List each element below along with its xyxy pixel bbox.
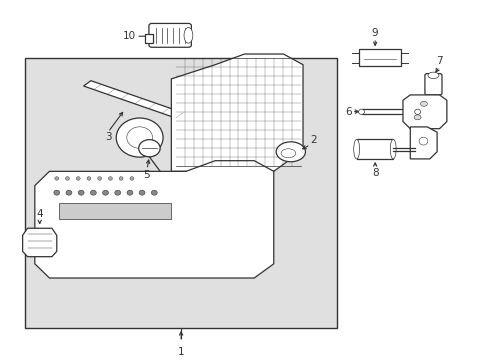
Polygon shape bbox=[171, 54, 303, 171]
Ellipse shape bbox=[427, 72, 438, 78]
Ellipse shape bbox=[151, 190, 157, 195]
Ellipse shape bbox=[418, 137, 427, 145]
Bar bbox=[59, 203, 171, 219]
Ellipse shape bbox=[115, 190, 121, 195]
Text: 7: 7 bbox=[435, 57, 442, 67]
Ellipse shape bbox=[102, 190, 108, 195]
Bar bbox=[144, 34, 153, 42]
FancyBboxPatch shape bbox=[149, 23, 191, 47]
Text: 5: 5 bbox=[143, 170, 150, 180]
Polygon shape bbox=[402, 95, 446, 129]
Bar bbox=[25, 58, 336, 328]
Ellipse shape bbox=[353, 139, 359, 159]
Ellipse shape bbox=[127, 190, 133, 195]
Ellipse shape bbox=[108, 177, 112, 180]
Ellipse shape bbox=[389, 139, 395, 159]
Ellipse shape bbox=[358, 109, 364, 114]
Ellipse shape bbox=[119, 177, 123, 180]
Ellipse shape bbox=[55, 177, 59, 180]
Bar bbox=[361, 109, 417, 114]
Text: 6: 6 bbox=[345, 107, 351, 117]
Bar bbox=[356, 139, 392, 159]
Ellipse shape bbox=[90, 190, 96, 195]
Ellipse shape bbox=[98, 177, 102, 180]
Polygon shape bbox=[409, 127, 436, 159]
Ellipse shape bbox=[66, 190, 72, 195]
Ellipse shape bbox=[130, 177, 134, 180]
Ellipse shape bbox=[276, 142, 305, 162]
Ellipse shape bbox=[78, 190, 84, 195]
Ellipse shape bbox=[414, 109, 420, 114]
Text: 4: 4 bbox=[36, 210, 43, 219]
Ellipse shape bbox=[65, 177, 69, 180]
Ellipse shape bbox=[281, 149, 295, 158]
Polygon shape bbox=[22, 228, 57, 257]
Polygon shape bbox=[83, 81, 193, 122]
Text: 1: 1 bbox=[178, 347, 184, 357]
Ellipse shape bbox=[126, 127, 152, 148]
Ellipse shape bbox=[87, 177, 91, 180]
Ellipse shape bbox=[420, 101, 427, 106]
Text: 3: 3 bbox=[104, 132, 111, 142]
Bar bbox=[358, 49, 400, 67]
Ellipse shape bbox=[54, 190, 60, 195]
Ellipse shape bbox=[139, 190, 145, 195]
Ellipse shape bbox=[183, 27, 192, 43]
FancyBboxPatch shape bbox=[424, 73, 441, 95]
Ellipse shape bbox=[413, 115, 420, 120]
Ellipse shape bbox=[76, 177, 80, 180]
Ellipse shape bbox=[116, 118, 163, 157]
Text: 8: 8 bbox=[371, 168, 378, 178]
Text: 9: 9 bbox=[371, 28, 378, 38]
Polygon shape bbox=[35, 161, 273, 278]
Text: 10: 10 bbox=[123, 31, 136, 41]
Text: 2: 2 bbox=[310, 135, 316, 145]
Ellipse shape bbox=[139, 140, 160, 157]
